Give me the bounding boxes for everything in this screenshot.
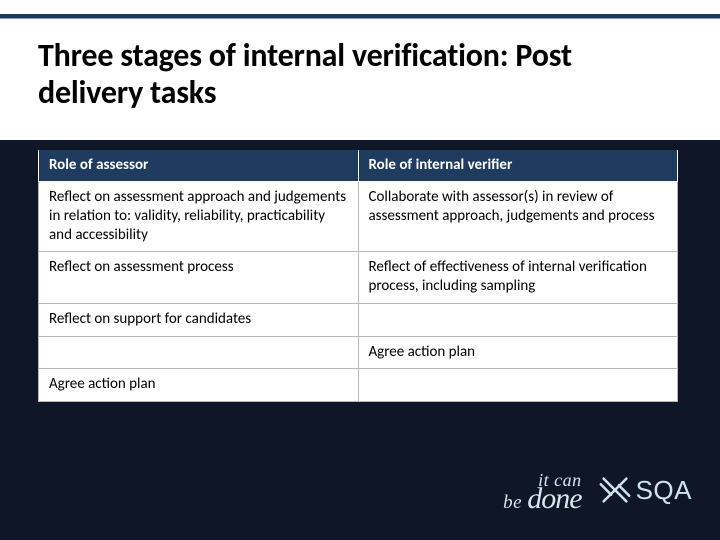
- cell-assessor: Reflect on assessment process: [39, 252, 359, 304]
- table-header-row: Role of assessor Role of internal verifi…: [39, 150, 678, 182]
- tagline-line2-prefix: be: [503, 492, 527, 513]
- footer: it can be done SQA: [503, 458, 692, 522]
- col-header-assessor: Role of assessor: [39, 150, 359, 182]
- tagline-line2: be done: [503, 487, 582, 512]
- table-row: Reflect on assessment process Reflect of…: [39, 252, 678, 304]
- cell-verifier: Collaborate with assessor(s) in review o…: [358, 182, 678, 252]
- top-rule: [0, 14, 720, 18]
- sqa-x-icon: [596, 471, 634, 509]
- cell-verifier: Reflect of effectiveness of internal ver…: [358, 252, 678, 304]
- cell-verifier: [358, 303, 678, 336]
- tagline: it can be done: [503, 473, 582, 511]
- table-row: Agree action plan: [39, 369, 678, 402]
- table-row: Reflect on assessment approach and judge…: [39, 182, 678, 252]
- cell-assessor: Agree action plan: [39, 369, 359, 402]
- cell-assessor: Reflect on support for candidates: [39, 303, 359, 336]
- roles-table-container: Role of assessor Role of internal verifi…: [38, 150, 678, 402]
- cell-assessor: Reflect on assessment approach and judge…: [39, 182, 359, 252]
- slide-title: Three stages of internal verification: P…: [38, 38, 680, 112]
- col-header-verifier: Role of internal verifier: [358, 150, 678, 182]
- cell-verifier: Agree action plan: [358, 336, 678, 369]
- tagline-line2-big: done: [527, 482, 581, 515]
- table-row: Agree action plan: [39, 336, 678, 369]
- cell-assessor: [39, 336, 359, 369]
- table-body: Reflect on assessment approach and judge…: [39, 182, 678, 402]
- sqa-logo: SQA: [596, 471, 692, 509]
- table-row: Reflect on support for candidates: [39, 303, 678, 336]
- cell-verifier: [358, 369, 678, 402]
- sqa-logo-text: SQA: [636, 475, 692, 506]
- roles-table: Role of assessor Role of internal verifi…: [38, 150, 678, 402]
- slide: Three stages of internal verification: P…: [0, 0, 720, 540]
